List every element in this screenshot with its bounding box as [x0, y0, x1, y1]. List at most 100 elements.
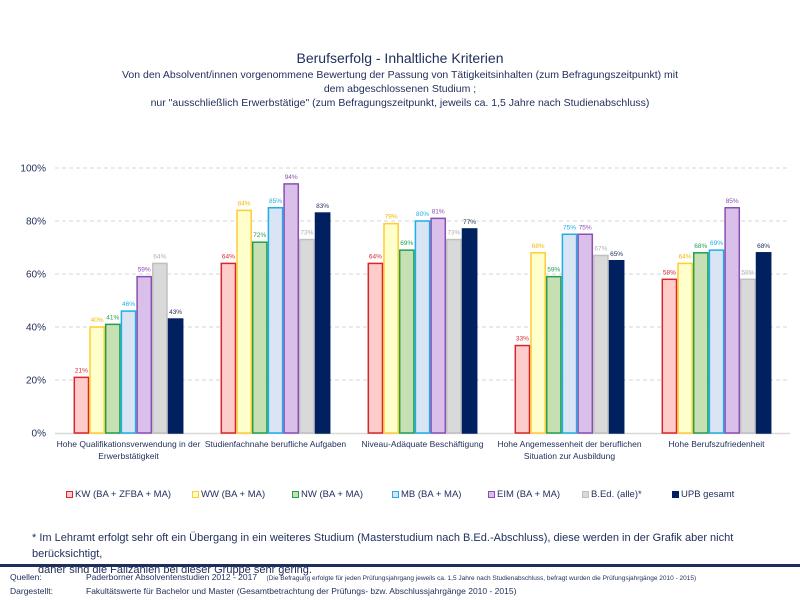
sources-value: Paderborner Absolventenstudien 2012 - 20… — [86, 572, 696, 582]
data-label: 58% — [741, 269, 754, 276]
data-label: 69% — [400, 240, 413, 247]
y-tick-label: 60% — [26, 270, 46, 281]
legend-item: MB (BA + MA) — [392, 489, 461, 500]
legend-swatch — [488, 491, 495, 498]
data-label: 84% — [238, 200, 251, 207]
bar — [89, 326, 105, 434]
bar — [446, 238, 462, 434]
data-label: 85% — [726, 198, 739, 205]
y-tick-label: 40% — [26, 323, 46, 334]
bar — [220, 262, 237, 434]
legend-item: UPB gesamt — [672, 489, 734, 500]
data-label: 94% — [285, 174, 298, 181]
bar — [708, 249, 725, 434]
data-label: 40% — [91, 317, 104, 324]
x-category-label: Situation zur Ausbildung — [524, 451, 615, 461]
bar — [283, 183, 300, 434]
legend-label: B.Ed. (alle)* — [591, 489, 642, 500]
data-label: 75% — [579, 224, 592, 231]
data-label: 64% — [679, 253, 692, 260]
bar — [740, 278, 756, 434]
bar — [367, 262, 384, 434]
legend-label: UPB gesamt — [681, 489, 735, 500]
bar — [561, 233, 578, 434]
data-label: 80% — [416, 211, 429, 218]
bar — [608, 260, 625, 434]
bar — [677, 262, 693, 434]
legend-swatch — [292, 491, 299, 498]
legend-swatch — [672, 491, 679, 498]
legend-label: KW (BA + ZFBA + MA) — [75, 489, 172, 500]
y-tick-label: 0% — [32, 429, 47, 440]
bar — [461, 228, 478, 434]
bar — [314, 212, 331, 434]
data-label: 68% — [532, 243, 545, 250]
data-label: 68% — [694, 243, 707, 250]
subtitle-line-1: Von den Absolvent/innen vorgenommene Bew… — [121, 69, 679, 81]
bar — [73, 376, 90, 434]
data-label: 81% — [432, 208, 445, 215]
bar — [152, 262, 168, 434]
bar — [724, 207, 741, 434]
footnote-line-2: daher sind die Fallzahlen bei dieser Gru… — [38, 564, 312, 576]
x-category-label: Hohe Qualifikationsverwendung in der — [57, 439, 201, 449]
sources-note: (Die Befragung erfolgte für jeden Prüfun… — [266, 575, 697, 582]
legend-item: NW (BA + MA) — [292, 489, 363, 500]
legend-swatch — [66, 491, 73, 498]
x-category-label: Hohe Berufszufriedenheit — [669, 439, 766, 449]
bar — [755, 252, 772, 434]
footer-divider — [0, 564, 800, 567]
data-label: 21% — [75, 367, 88, 374]
legend-swatch — [192, 491, 199, 498]
data-label: 85% — [269, 198, 282, 205]
data-label: 72% — [253, 232, 266, 239]
bar — [104, 323, 121, 434]
data-label: 58% — [663, 269, 676, 276]
data-label: 73% — [447, 230, 460, 237]
legend-item: B.Ed. (alle)* — [582, 489, 642, 500]
legend-label: WW (BA + MA) — [201, 489, 266, 500]
bar — [398, 249, 415, 434]
data-label: 69% — [710, 240, 723, 247]
data-label: 65% — [610, 251, 623, 258]
bar — [514, 344, 531, 434]
bar — [120, 310, 137, 434]
bar — [383, 222, 399, 434]
bar — [577, 233, 594, 434]
data-label: 68% — [757, 243, 770, 250]
data-label: 75% — [563, 224, 576, 231]
y-tick-label: 20% — [26, 376, 46, 387]
bar — [167, 318, 184, 434]
legend-item: EIM (BA + MA) — [488, 489, 560, 500]
chart-title: Berufserfolg - Inhaltliche Kriterien — [296, 50, 504, 66]
data-label: 46% — [122, 301, 135, 308]
bar — [136, 275, 153, 434]
data-label: 67% — [594, 245, 607, 252]
sources-value-text: Paderborner Absolventenstudien 2012 - 20… — [86, 572, 258, 582]
footnote: * Im Lehramt erfolgt sehr oft ein Überga… — [32, 530, 792, 578]
chart-subtitle: Von den Absolvent/innen vorgenommene Bew… — [0, 68, 800, 110]
bar — [251, 241, 268, 434]
legend-item: KW (BA + ZFBA + MA) — [66, 489, 171, 500]
displayed-value: Fakultätswerte für Bachelor und Master (… — [86, 586, 517, 596]
bar — [692, 252, 709, 434]
sources-label: Quellen: — [10, 572, 42, 582]
bar — [299, 238, 315, 434]
bar — [236, 209, 252, 434]
bar-chart: 0%20%40%60%80%100%21%40% 41%46%59%64%43%H… — [20, 164, 790, 461]
legend-label: EIM (BA + MA) — [497, 489, 561, 500]
data-label: 64% — [369, 253, 382, 260]
legend-label: MB (BA + MA) — [401, 489, 462, 500]
data-label: 83% — [316, 203, 329, 210]
legend-swatch — [392, 491, 399, 498]
data-label: 41% — [106, 314, 119, 321]
x-category-label: Studienfachnahe berufliche Aufgaben — [205, 439, 347, 449]
x-category-label: Hohe Angemessenheit der beruflichen — [497, 439, 641, 449]
legend-label: NW (BA + MA) — [301, 489, 364, 500]
data-label: 59% — [138, 267, 151, 274]
y-tick-label: 80% — [26, 217, 46, 228]
data-label: 59% — [547, 267, 560, 274]
footnote-line-1: * Im Lehramt erfolgt sehr oft ein Überga… — [32, 532, 734, 560]
bar — [593, 254, 609, 434]
x-category-label: Erwerbstätigkeit — [98, 451, 159, 461]
